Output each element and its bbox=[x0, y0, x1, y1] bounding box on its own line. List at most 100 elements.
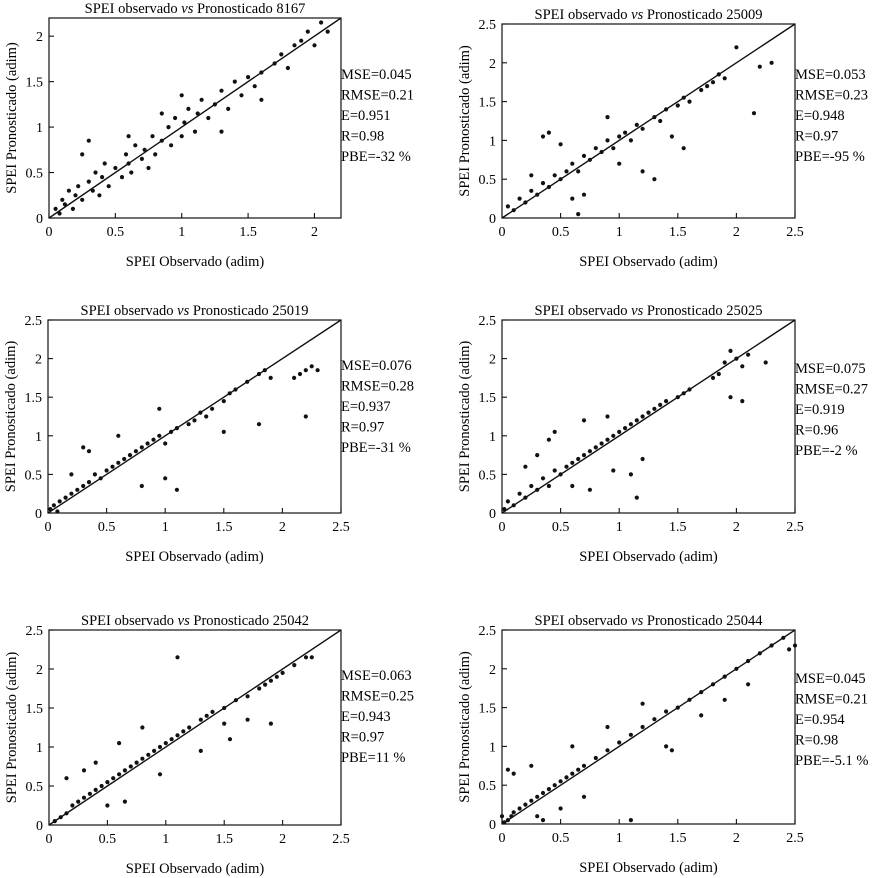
data-point bbox=[90, 188, 95, 193]
data-point bbox=[605, 414, 610, 419]
x-tick-label: 0.5 bbox=[107, 225, 125, 240]
data-point bbox=[272, 61, 277, 66]
data-point bbox=[605, 437, 610, 442]
data-point bbox=[722, 76, 727, 81]
data-point bbox=[198, 410, 203, 415]
data-point bbox=[605, 748, 610, 753]
stat-line: R=0.98 bbox=[795, 733, 838, 749]
data-point bbox=[187, 725, 192, 730]
data-point bbox=[576, 456, 581, 462]
x-axis-label: SPEI Observado (adim) bbox=[126, 254, 265, 270]
data-point bbox=[681, 391, 686, 396]
reference-line bbox=[48, 17, 342, 219]
data-point bbox=[540, 818, 546, 823]
data-point bbox=[204, 414, 209, 419]
data-point bbox=[93, 760, 98, 765]
data-point bbox=[581, 453, 587, 458]
data-point bbox=[558, 806, 563, 811]
data-point bbox=[222, 705, 227, 711]
x-tick-label: 0.5 bbox=[552, 831, 570, 846]
data-point bbox=[60, 197, 65, 202]
data-point bbox=[315, 368, 320, 373]
title-vs: vs bbox=[181, 1, 193, 17]
data-point bbox=[546, 483, 552, 489]
stat-line: MSE=0.045 bbox=[341, 67, 412, 83]
plot-frame bbox=[501, 319, 796, 514]
stat-line: R=0.97 bbox=[341, 730, 384, 746]
data-point bbox=[564, 775, 569, 780]
data-point bbox=[675, 103, 680, 108]
data-point bbox=[605, 115, 610, 120]
data-point bbox=[699, 690, 704, 695]
data-point bbox=[681, 146, 686, 151]
data-point bbox=[664, 744, 669, 749]
chart-panel: SPEI observado vs Pronosticado 25009 0 0.5… bbox=[457, 7, 868, 270]
data-point bbox=[219, 88, 224, 93]
data-point bbox=[57, 211, 62, 216]
data-point bbox=[140, 725, 145, 730]
y-tick-label: 1 bbox=[489, 134, 496, 149]
data-point bbox=[163, 441, 168, 446]
data-point bbox=[581, 763, 587, 768]
data-point bbox=[297, 371, 303, 377]
data-point bbox=[605, 724, 610, 730]
data-point bbox=[116, 433, 121, 438]
x-tick-label: 1.5 bbox=[669, 225, 687, 240]
data-point bbox=[611, 433, 616, 438]
data-point bbox=[617, 429, 622, 434]
data-point bbox=[245, 694, 250, 699]
data-point bbox=[734, 666, 739, 671]
data-point bbox=[69, 491, 74, 496]
y-tick-label: 0.5 bbox=[26, 167, 44, 182]
data-point bbox=[728, 395, 733, 400]
data-point bbox=[268, 678, 273, 683]
data-point bbox=[529, 763, 534, 768]
data-point bbox=[64, 811, 69, 816]
stat-line: R=0.96 bbox=[795, 423, 838, 439]
data-point bbox=[204, 713, 209, 718]
data-point bbox=[285, 65, 290, 71]
data-point bbox=[105, 803, 110, 808]
data-point bbox=[558, 177, 563, 182]
data-point bbox=[268, 721, 273, 726]
data-point bbox=[256, 422, 262, 427]
data-point bbox=[769, 643, 774, 648]
x-tick-label: 2.5 bbox=[786, 831, 804, 846]
data-point bbox=[675, 395, 680, 400]
data-point bbox=[535, 453, 540, 458]
data-point bbox=[195, 111, 200, 116]
title-part: SPEI observado bbox=[85, 1, 182, 17]
data-point bbox=[245, 379, 250, 384]
data-point bbox=[86, 179, 91, 184]
data-point bbox=[640, 456, 645, 462]
data-point bbox=[179, 93, 184, 98]
data-point bbox=[628, 138, 634, 143]
title-part: Pronosticado 25044 bbox=[643, 613, 763, 629]
data-point bbox=[63, 495, 68, 500]
data-point bbox=[123, 152, 129, 157]
stat-line: E=0.948 bbox=[795, 108, 845, 124]
data-point bbox=[274, 674, 279, 679]
y-tick-label: 0.5 bbox=[479, 779, 497, 794]
data-point bbox=[529, 798, 534, 803]
data-point bbox=[262, 368, 267, 373]
data-point bbox=[98, 476, 103, 481]
data-point bbox=[292, 43, 297, 48]
data-point bbox=[558, 779, 563, 784]
x-tick-label: 0.5 bbox=[98, 520, 116, 535]
chart-panel: SPEI observado vs Pronosticado 25044 0 0.5… bbox=[457, 613, 868, 876]
data-point bbox=[303, 414, 308, 419]
data-point bbox=[710, 375, 716, 380]
data-point bbox=[658, 402, 663, 407]
data-point bbox=[70, 206, 75, 211]
data-point bbox=[699, 87, 704, 93]
stat-line: RMSE=0.25 bbox=[341, 689, 414, 705]
data-point bbox=[664, 709, 669, 714]
data-point bbox=[623, 130, 628, 135]
data-point bbox=[245, 717, 250, 722]
data-point bbox=[100, 175, 105, 180]
data-point bbox=[734, 356, 739, 361]
x-tick-label: 0.5 bbox=[552, 520, 570, 535]
y-tick-label: 2 bbox=[36, 663, 43, 678]
